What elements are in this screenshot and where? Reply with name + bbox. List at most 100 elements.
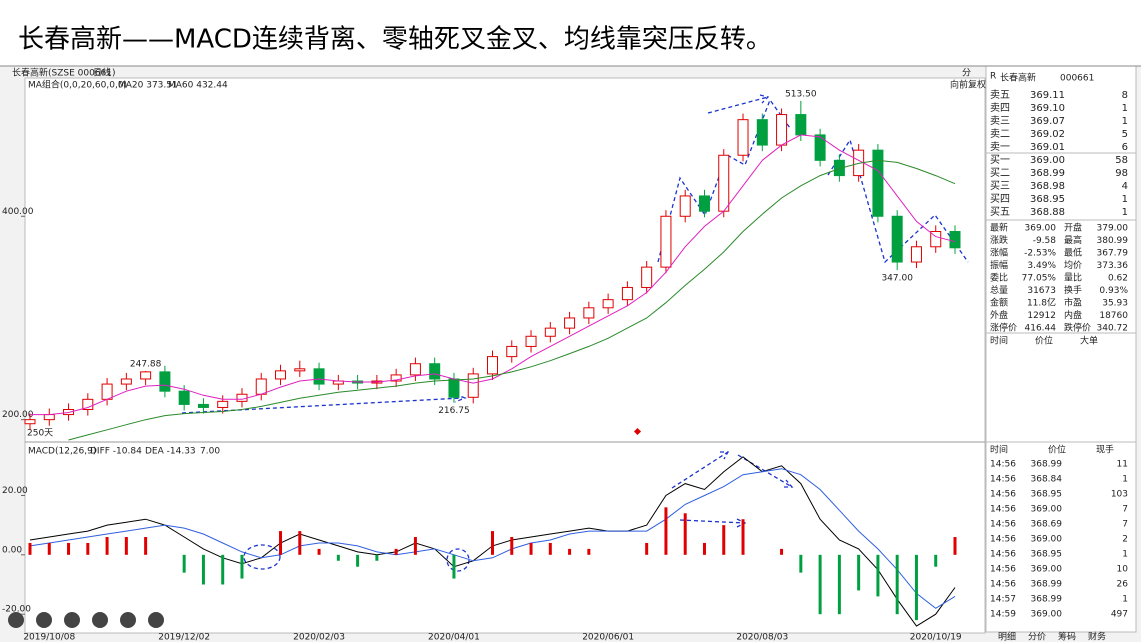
- tab[interactable]: 筹码: [1058, 631, 1076, 642]
- arrow: [671, 451, 730, 489]
- icon-button[interactable]: [64, 612, 80, 628]
- arrow: [707, 94, 770, 114]
- x-tick-label: 2020/06/01: [582, 633, 634, 642]
- icon-button[interactable]: [92, 612, 108, 628]
- icon-button[interactable]: [8, 612, 24, 628]
- tick-price: 368.99: [1031, 460, 1063, 470]
- book-volume: 1: [1122, 116, 1128, 127]
- tick-time: 14:56: [990, 550, 1016, 560]
- tick-time: 14:56: [990, 565, 1016, 575]
- zigzag: [827, 138, 969, 264]
- stat-label: 跌停价: [1064, 322, 1091, 334]
- book-price: 368.99: [1030, 168, 1065, 179]
- book-label: 买五: [990, 206, 1010, 218]
- candle-body: [583, 307, 595, 319]
- extreme-label: 247.88: [130, 359, 162, 369]
- tick-volume: 1: [1122, 550, 1128, 560]
- stat-label: 最高: [1064, 234, 1082, 246]
- macd-line: [29, 468, 956, 609]
- extreme-label: 216.75: [438, 406, 470, 416]
- book-label: 卖四: [990, 102, 1010, 114]
- x-tick-label: 2020/02/03: [293, 633, 345, 642]
- stat-label: 内盘: [1064, 309, 1082, 321]
- table-header: 时间: [990, 444, 1008, 456]
- candle-body: [313, 368, 325, 385]
- tick-time: 14:56: [990, 520, 1016, 530]
- stat-label: 总量: [990, 284, 1008, 296]
- tick-volume: 103: [1111, 490, 1128, 500]
- day-count: 250天: [27, 429, 53, 439]
- icon-button[interactable]: [148, 612, 164, 628]
- stat-value: -9.58: [1033, 236, 1057, 246]
- player-toolbar: [8, 612, 164, 628]
- stat-value: 0.93%: [1099, 286, 1128, 296]
- legend-title: MA组合(0,0,20,60,0,0): [28, 79, 127, 91]
- tick-volume: 7: [1122, 520, 1128, 530]
- stat-label: 涨停价: [990, 322, 1017, 334]
- candle-body: [120, 378, 132, 385]
- book-price: 369.01: [1030, 142, 1065, 153]
- y-tick-label: 20.00: [2, 486, 28, 496]
- stat-label: 换手: [1064, 284, 1082, 296]
- tick-time: 14:59: [990, 610, 1016, 620]
- book-volume: 6: [1122, 142, 1128, 153]
- stat-value: 379.00: [1097, 224, 1129, 234]
- table-header: 价位: [1048, 444, 1066, 456]
- candle-body: [236, 393, 248, 402]
- tick-volume: 10: [1117, 565, 1129, 575]
- stat-value: 11.8亿: [1027, 297, 1056, 309]
- book-label: 卖五: [990, 89, 1010, 101]
- tick-time: 14:56: [990, 475, 1016, 485]
- stat-value: 3.49%: [1027, 261, 1056, 271]
- candle-body: [795, 114, 807, 136]
- icon-button[interactable]: [36, 612, 52, 628]
- table-header: 大单: [1080, 335, 1098, 347]
- tab[interactable]: 财务: [1088, 631, 1106, 642]
- candle-body: [872, 149, 884, 217]
- book-label: 买二: [990, 167, 1010, 179]
- candle-body: [776, 114, 788, 146]
- book-volume: 98: [1115, 168, 1128, 179]
- tick-volume: 7: [1122, 505, 1128, 515]
- book-label: 买四: [990, 193, 1010, 205]
- stat-label: 委比: [990, 272, 1008, 284]
- icon-button[interactable]: [120, 612, 136, 628]
- stat-value: 0.62: [1108, 274, 1128, 284]
- table-header: 现手: [1096, 444, 1114, 456]
- stat-value: 367.79: [1097, 249, 1129, 259]
- stat-label: 量比: [1064, 272, 1082, 284]
- legend-entry: DIFF -10.84: [90, 447, 142, 457]
- candle-body: [409, 363, 421, 376]
- candle-body: [197, 403, 209, 408]
- tick-volume: 1: [1122, 595, 1128, 605]
- stat-label: 涨幅: [990, 247, 1008, 259]
- candle-body: [564, 317, 576, 329]
- stat-value: 380.99: [1097, 236, 1129, 246]
- tab[interactable]: 明细: [998, 631, 1016, 642]
- tick-volume: 26: [1117, 580, 1129, 590]
- tab[interactable]: 分价: [1028, 632, 1046, 642]
- book-label: 买一: [990, 154, 1010, 166]
- candle-body: [294, 368, 306, 372]
- tick-price: 369.00: [1031, 505, 1063, 515]
- candle-body: [621, 286, 633, 301]
- adjust-label: 向前复权: [950, 79, 986, 91]
- stat-label: 均价: [1064, 259, 1082, 271]
- candle-body: [43, 414, 55, 421]
- legend-entry: DEA -14.33: [145, 447, 196, 457]
- book-volume: 4: [1122, 181, 1128, 192]
- candle-body: [641, 266, 653, 288]
- stat-label: 开盘: [1064, 222, 1082, 234]
- stock-label: 长春高新(SZSE 000661): [12, 67, 116, 79]
- book-volume: 1: [1122, 103, 1128, 114]
- stat-value: 77.05%: [1022, 274, 1057, 284]
- circle-mark: [243, 544, 281, 570]
- tick-price: 369.00: [1031, 535, 1063, 545]
- candle-body: [756, 119, 768, 146]
- stat-value: 340.72: [1097, 324, 1129, 334]
- book-volume: 1: [1122, 207, 1128, 218]
- candle-body: [159, 371, 171, 392]
- tick-price: 368.95: [1031, 550, 1063, 560]
- tick-time: 14:56: [990, 460, 1016, 470]
